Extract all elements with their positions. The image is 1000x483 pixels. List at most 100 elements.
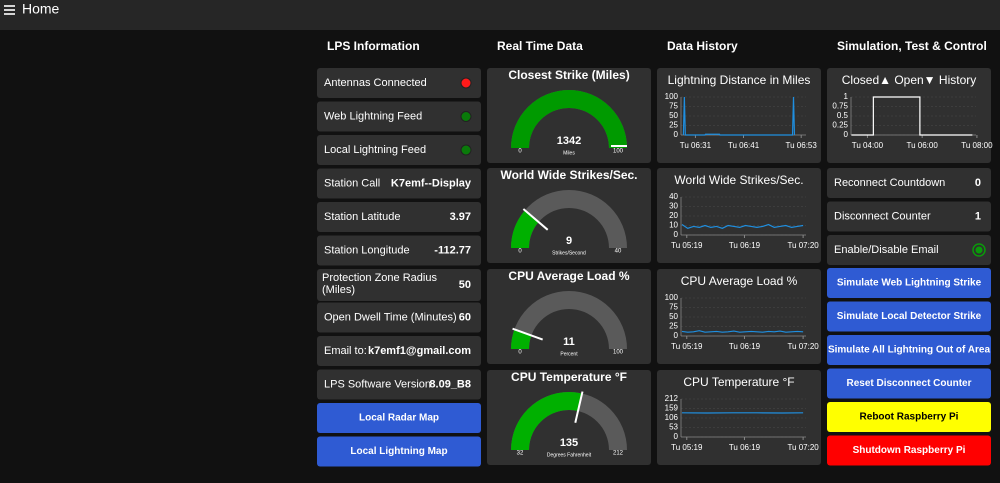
y-tick-label: 30: [669, 202, 678, 211]
info-label: Protection Zone Radius (Miles): [322, 272, 447, 296]
gauge-title: CPU Temperature °F: [511, 370, 627, 384]
button-label: Simulate All Lightning Out of Area: [828, 345, 990, 356]
info-label: Email to:: [324, 345, 367, 357]
gauge-value: 11: [563, 336, 575, 348]
gauge-max: 100: [613, 149, 624, 155]
gauge-title: Closest Strike (Miles): [508, 68, 629, 82]
y-tick-label: 212: [665, 394, 679, 403]
info-value: 3.97: [450, 211, 471, 223]
chart-title: CPU Average Load %: [681, 274, 798, 288]
y-tick-label: 25: [669, 121, 678, 130]
gauge-units: Degrees Fahrenheit: [547, 452, 592, 458]
chart-title: Lightning Distance in Miles: [668, 73, 811, 87]
info-value: 50: [459, 279, 471, 291]
button-label: Reset Disconnect Counter: [846, 378, 971, 389]
top-bar: [0, 0, 1000, 30]
y-tick-label: 20: [669, 211, 678, 220]
column-title: Real Time Data: [497, 39, 583, 53]
y-tick-label: 0: [674, 230, 679, 239]
button-label: Simulate Web Lightning Strike: [837, 278, 982, 289]
y-tick-label: 1: [844, 92, 849, 101]
info-label: Station Longitude: [324, 244, 410, 256]
y-tick-label: 106: [665, 413, 679, 422]
y-tick-label: 0: [674, 331, 679, 340]
y-tick-label: 0.5: [837, 111, 849, 120]
y-tick-label: 0: [674, 130, 679, 139]
gauge-title: World Wide Strikes/Sec.: [500, 168, 637, 182]
gauge-units: Strikes/Second: [552, 250, 586, 256]
gauge-max: 212: [613, 451, 624, 457]
gauge-card: [487, 168, 651, 263]
x-tick-label: Tu 07:20: [787, 241, 819, 250]
x-tick-label: Tu 07:20: [787, 443, 819, 452]
x-tick-label: Tu 06:19: [729, 443, 761, 452]
gauge-units: Percent: [560, 351, 578, 357]
y-tick-label: 40: [669, 192, 678, 201]
x-tick-label: Tu 05:19: [671, 342, 703, 351]
y-tick-label: 75: [669, 102, 678, 111]
button-label: Local Lightning Map: [350, 446, 447, 457]
chart-title: CPU Temperature °F: [683, 375, 794, 389]
y-tick-label: 25: [669, 322, 678, 331]
x-tick-label: Tu 06:53: [786, 141, 818, 150]
x-tick-label: Tu 06:31: [680, 141, 712, 150]
x-tick-label: Tu 06:00: [907, 141, 939, 150]
y-tick-label: 50: [669, 111, 678, 120]
info-value: -112.77: [434, 244, 471, 256]
info-label: LPS Software Version: [324, 378, 431, 390]
y-tick-label: 0.75: [832, 102, 848, 111]
x-tick-label: Tu 06:41: [728, 141, 760, 150]
info-value: 8.09_B8: [429, 378, 471, 390]
x-tick-label: Tu 06:19: [729, 342, 761, 351]
gauge-card: [487, 269, 651, 364]
gauge-card: [487, 370, 651, 465]
gauge-min: 32: [517, 451, 524, 457]
gauge-card: [487, 68, 651, 163]
info-label: Station Latitude: [324, 211, 400, 223]
gauge-units: Miles: [563, 150, 575, 156]
info-value: 60: [459, 311, 471, 323]
info-label-box: Protection Zone Radius (Miles): [322, 272, 447, 300]
info-label: Station Call: [324, 177, 380, 189]
x-tick-label: Tu 04:00: [852, 141, 884, 150]
button-label: Simulate Local Detector Strike: [837, 311, 982, 322]
column-title: Data History: [667, 39, 738, 53]
counter-label: Reconnect Countdown: [834, 177, 945, 189]
y-tick-label: 159: [665, 404, 679, 413]
x-tick-label: Tu 05:19: [671, 241, 703, 250]
toggle-label: Enable/Disable Email: [834, 244, 939, 256]
column-title: Simulation, Test & Control: [837, 39, 987, 53]
counter-value: 1: [975, 210, 981, 222]
info-label: Antennas Connected: [324, 77, 427, 89]
y-tick-label: 10: [669, 221, 678, 230]
y-tick-label: 100: [665, 92, 679, 101]
gauge-value: 9: [566, 235, 572, 247]
x-tick-label: Tu 05:19: [671, 443, 703, 452]
info-label: Local Lightning Feed: [324, 144, 426, 156]
page-title: Home: [22, 1, 60, 17]
x-tick-label: Tu 07:20: [787, 342, 819, 351]
gauge-max: 100: [613, 350, 624, 356]
x-tick-label: Tu 06:19: [729, 241, 761, 250]
info-label: Open Dwell Time (Minutes): [324, 311, 457, 323]
chart-title: Closed▲ Open▼ History: [842, 73, 976, 87]
y-tick-label: 0.25: [832, 121, 848, 130]
gauge-value: 135: [560, 437, 578, 449]
y-tick-label: 50: [669, 312, 678, 321]
y-tick-label: 100: [665, 293, 679, 302]
gauge-value: 1342: [557, 135, 581, 147]
button-label: Reboot Raspberry Pi: [860, 412, 959, 423]
y-tick-label: 75: [669, 303, 678, 312]
gauge-title: CPU Average Load %: [508, 269, 629, 283]
info-value: k7emf1@gmail.com: [368, 345, 471, 357]
gauge-max: 40: [615, 249, 622, 255]
info-value: K7emf--Display: [391, 177, 472, 189]
button-label: Shutdown Raspberry Pi: [853, 445, 966, 456]
button-label: Local Radar Map: [359, 413, 439, 424]
status-indicator: [461, 112, 471, 122]
x-tick-label: Tu 08:00: [961, 141, 993, 150]
counter-value: 0: [975, 177, 981, 189]
y-tick-label: 0: [844, 130, 849, 139]
status-indicator: [461, 145, 471, 155]
